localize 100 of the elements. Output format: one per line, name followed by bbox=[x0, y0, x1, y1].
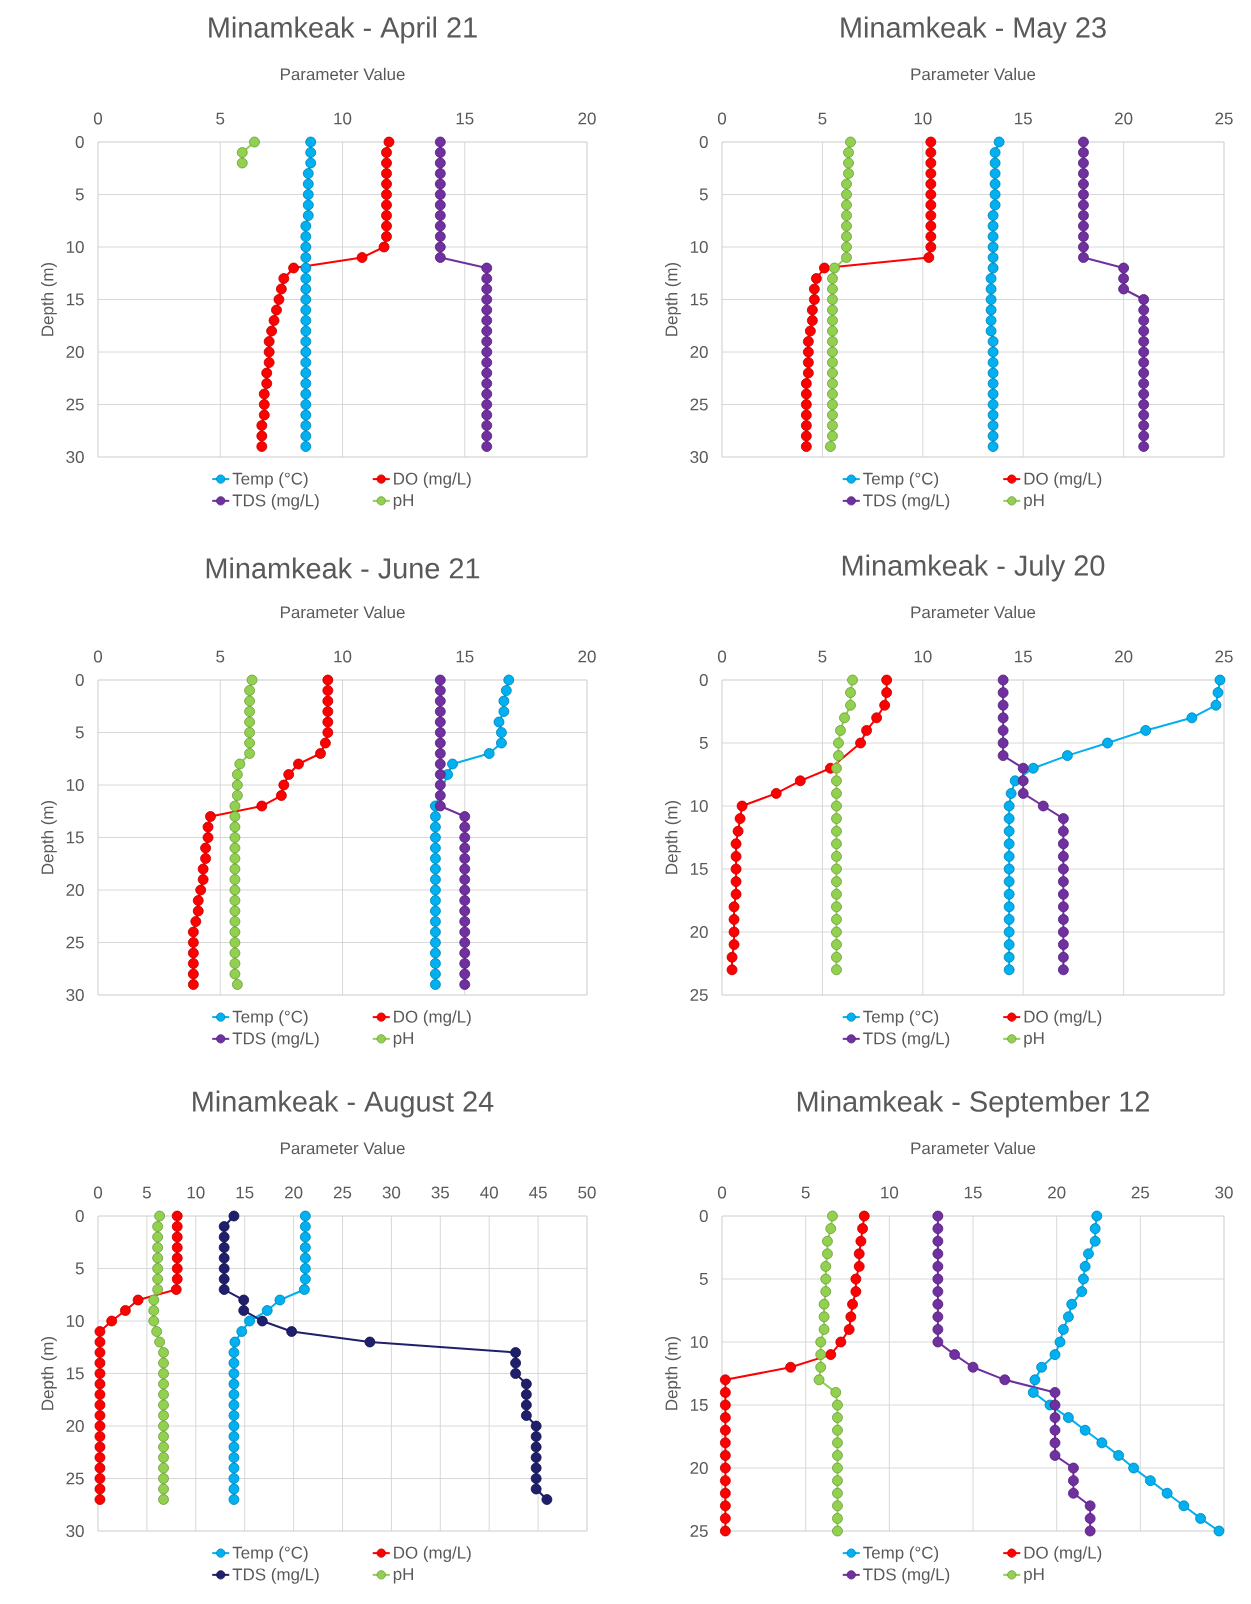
point bbox=[434, 716, 446, 728]
point bbox=[158, 1431, 169, 1442]
point bbox=[1118, 273, 1130, 284]
point bbox=[229, 884, 241, 896]
point bbox=[94, 1494, 106, 1505]
point bbox=[831, 888, 842, 900]
point bbox=[158, 1483, 169, 1495]
point bbox=[302, 178, 314, 190]
point bbox=[1003, 951, 1015, 963]
x-tick-label: 5 bbox=[216, 650, 225, 663]
legend-label: Temp (°C) bbox=[232, 1546, 308, 1563]
point bbox=[719, 1399, 731, 1411]
point bbox=[987, 357, 999, 368]
point bbox=[822, 1248, 833, 1260]
point bbox=[246, 674, 258, 686]
y-tick-label: 10 bbox=[66, 779, 84, 792]
point bbox=[300, 294, 312, 305]
point bbox=[256, 420, 268, 431]
x-tick-label: 5 bbox=[801, 1186, 810, 1199]
point bbox=[299, 1210, 311, 1222]
point bbox=[94, 1357, 106, 1369]
point bbox=[827, 357, 838, 368]
point bbox=[850, 1286, 862, 1298]
point bbox=[1138, 346, 1150, 358]
point bbox=[728, 901, 740, 913]
y-tick-label: 20 bbox=[66, 1420, 84, 1433]
point bbox=[1017, 788, 1029, 799]
point bbox=[833, 737, 844, 749]
point bbox=[1003, 838, 1015, 850]
point bbox=[187, 926, 199, 938]
point bbox=[94, 1336, 106, 1348]
point bbox=[1079, 1261, 1091, 1272]
point bbox=[845, 1311, 857, 1323]
y-tick-label: 25 bbox=[690, 1525, 708, 1538]
point bbox=[831, 851, 842, 862]
point bbox=[171, 1263, 183, 1274]
point bbox=[218, 1231, 230, 1243]
y-tick-label: 25 bbox=[690, 989, 708, 1002]
y-tick-label: 5 bbox=[75, 1262, 84, 1275]
point bbox=[300, 409, 312, 421]
point bbox=[434, 136, 446, 148]
point bbox=[244, 727, 255, 738]
point bbox=[1091, 1210, 1103, 1222]
point bbox=[1076, 1286, 1088, 1298]
point bbox=[985, 304, 997, 316]
point bbox=[730, 851, 742, 862]
point bbox=[987, 220, 999, 232]
point bbox=[1138, 388, 1150, 400]
point bbox=[819, 262, 830, 274]
point bbox=[202, 832, 214, 843]
point bbox=[827, 367, 838, 379]
point bbox=[1049, 1437, 1061, 1449]
x-axis-title: Parameter Value bbox=[280, 67, 405, 81]
point bbox=[430, 979, 441, 990]
point bbox=[1017, 762, 1029, 774]
y-tick-label: 15 bbox=[66, 1367, 84, 1380]
point bbox=[845, 136, 856, 148]
point bbox=[1003, 914, 1015, 925]
point bbox=[434, 800, 446, 812]
point bbox=[300, 336, 312, 347]
legend-label: pH bbox=[1024, 1568, 1044, 1584]
point bbox=[730, 888, 742, 900]
y-tick-label: 5 bbox=[75, 188, 84, 201]
point bbox=[381, 220, 392, 232]
point bbox=[1089, 1235, 1101, 1247]
point bbox=[434, 231, 446, 242]
y-tick-label: 0 bbox=[75, 136, 84, 149]
chart-title: Minamkeak - September 12 bbox=[797, 1090, 1149, 1118]
point bbox=[858, 1210, 870, 1222]
point bbox=[1057, 939, 1069, 951]
x-tick-label: 10 bbox=[334, 112, 352, 125]
x-tick-label: 15 bbox=[1015, 112, 1032, 125]
point bbox=[510, 1357, 522, 1369]
x-tick-label: 0 bbox=[93, 112, 103, 125]
point bbox=[229, 863, 241, 875]
x-tick-label: 0 bbox=[717, 650, 727, 663]
point bbox=[94, 1410, 106, 1421]
point bbox=[827, 1210, 838, 1222]
point bbox=[1057, 876, 1069, 888]
point bbox=[300, 220, 312, 232]
point bbox=[949, 1349, 960, 1361]
point bbox=[1138, 357, 1150, 368]
point bbox=[299, 1221, 311, 1232]
point bbox=[481, 294, 493, 305]
point bbox=[822, 1235, 833, 1247]
point bbox=[925, 168, 937, 179]
point bbox=[843, 157, 854, 169]
point bbox=[218, 1263, 230, 1274]
point bbox=[989, 199, 1001, 211]
point bbox=[841, 241, 852, 253]
point bbox=[841, 220, 852, 232]
legend-label: pH bbox=[393, 1568, 413, 1584]
point bbox=[987, 399, 999, 410]
y-tick-label: 30 bbox=[66, 989, 84, 1002]
point bbox=[719, 1462, 731, 1474]
point bbox=[987, 336, 999, 347]
point bbox=[158, 1494, 169, 1505]
point bbox=[229, 895, 241, 906]
point bbox=[187, 979, 199, 990]
point bbox=[985, 325, 997, 337]
